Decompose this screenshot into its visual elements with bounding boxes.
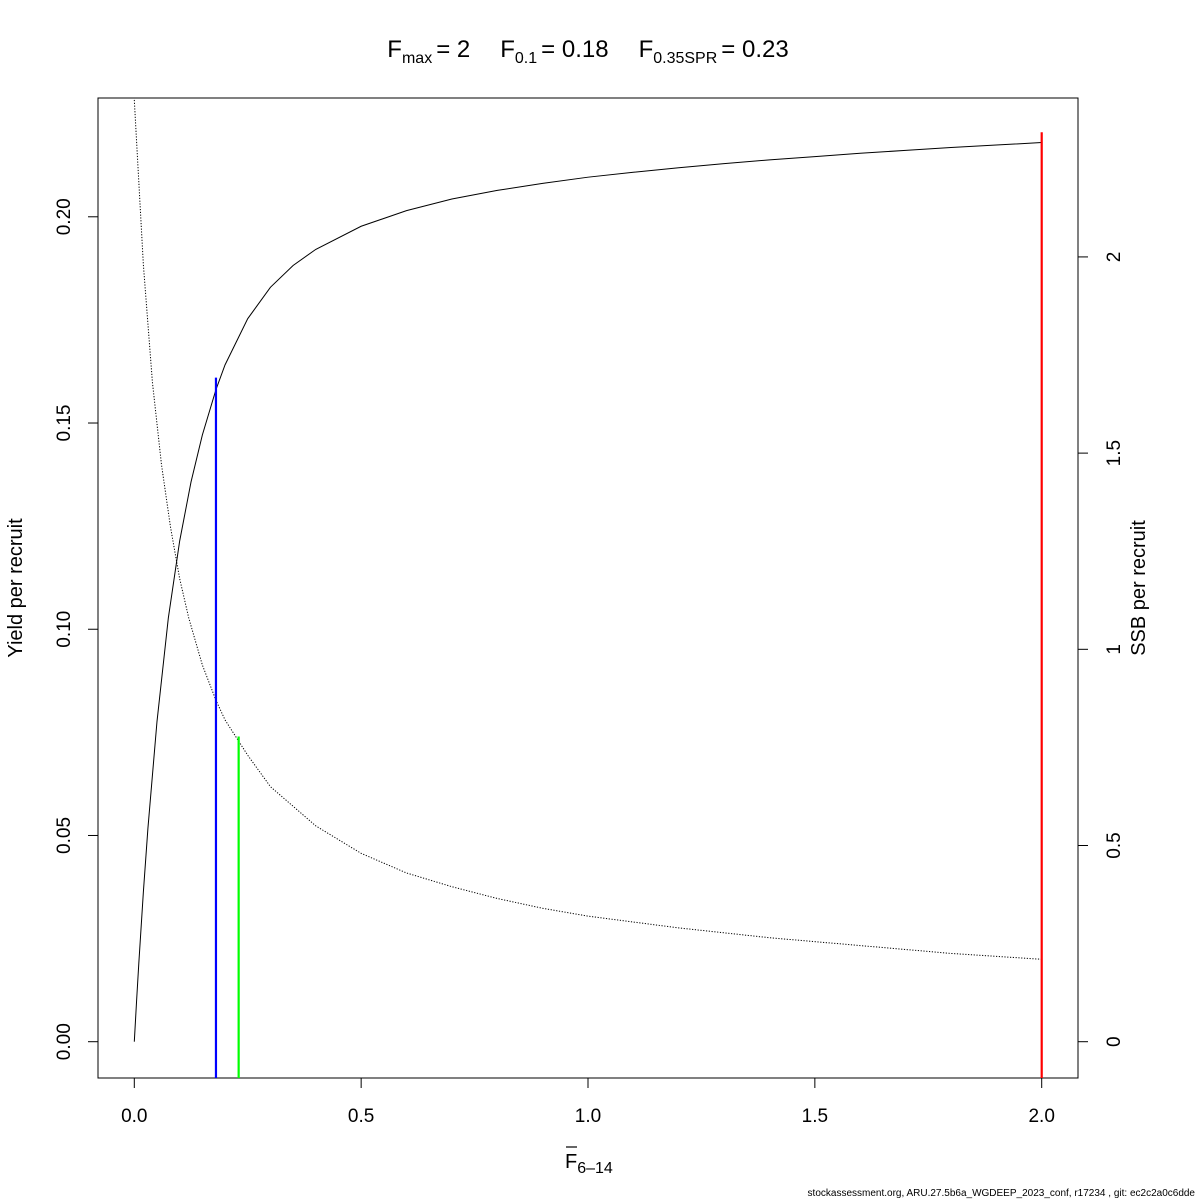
y2-tick-label: 1.5 [1104,440,1125,466]
ssb-per-recruit-line [133,99,1042,960]
plot-frame [97,97,1079,1079]
x-axis-title-subscript: 6–14 [577,1160,613,1177]
x-tick-label: 0.5 [348,1106,374,1127]
x-axis-title-symbol: F [565,1151,577,1173]
title-fmax-value: = 2 [436,36,470,63]
y-tick-label: 0.00 [54,1023,75,1060]
y-axis-right: 0 0.5 1 1.5 2 [1078,252,1125,1047]
chart-title: Fmax = 2 F0.1 = 0.18 F0.35SPR = 0.23 [387,36,788,67]
y-tick-label: 0.20 [54,198,75,235]
title-f035-symbol: F [639,36,654,63]
x-axis: 0.0 0.5 1.0 1.5 2.0 [121,1078,1055,1127]
y-axis-right-title: SSB per recruit [1128,520,1150,656]
title-f035-subscript: 0.35SPR [653,50,717,67]
y-axis-left-title: Yield per recruit [5,518,27,658]
x-tick-label: 1.0 [575,1106,601,1127]
y-tick-label: 0.15 [54,405,75,442]
svg-text:F6–14: F6–14 [565,1151,613,1177]
y2-tick-label: 1 [1104,644,1125,655]
reference-lines [214,132,1043,1078]
y2-tick-label: 2 [1104,252,1125,263]
x-tick-label: 0.0 [121,1106,147,1127]
series-layer [133,99,1042,1042]
y2-tick-label: 0.5 [1104,832,1125,858]
title-fmax-subscript: max [402,50,432,67]
x-tick-label: 1.5 [802,1106,828,1127]
title-f01-value: = 0.18 [541,36,608,63]
y-tick-label: 0.10 [54,611,75,648]
title-f01-symbol: F [500,36,515,63]
y-tick-label: 0.05 [54,817,75,854]
y-axis-left: 0.00 0.05 0.10 0.15 0.20 [54,198,98,1060]
x-tick-label: 2.0 [1028,1106,1054,1127]
title-fmax-symbol: F [387,36,402,63]
x-axis-title: F6–14 [565,1146,613,1177]
title-f01-subscript: 0.1 [515,50,537,67]
footer-text: stockassessment.org, ARU.27.5b6a_WGDEEP_… [808,1188,1196,1199]
yield-per-recruit-line [133,142,1042,1042]
y2-tick-label: 0 [1104,1036,1125,1047]
title-f035-value: = 0.23 [721,36,788,63]
